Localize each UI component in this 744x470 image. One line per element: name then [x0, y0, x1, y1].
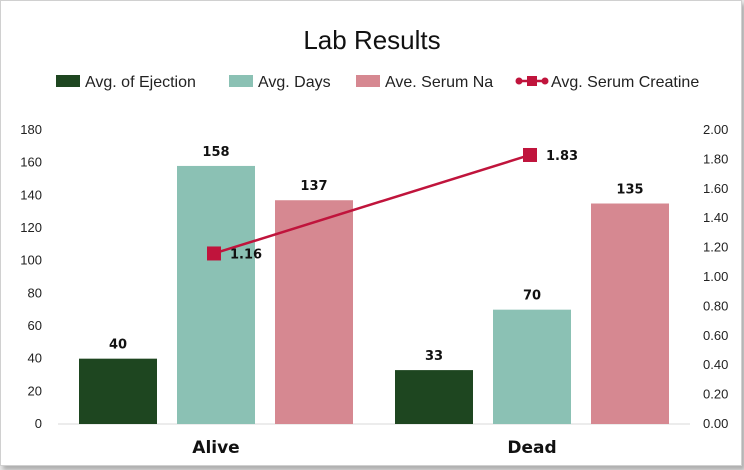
right-tick-label: 0.00	[703, 416, 728, 431]
legend-swatch-avg-of-ejection	[56, 75, 80, 87]
line-series-layer	[207, 147, 537, 261]
left-axis: 0 20 40 60 80 100 120 140 160 180	[20, 122, 42, 431]
legend-label-ave-serum-na: Ave. Serum Na	[385, 74, 493, 91]
data-label-ave-serum-na-dead: 135	[616, 183, 643, 198]
category-label-dead: Dead	[507, 438, 556, 458]
data-label-avg-serum-creatine-dead: 1.83	[546, 149, 578, 164]
bar-avg-days-alive	[177, 165, 255, 424]
right-axis: 0.00 0.20 0.40 0.60 0.80 1.00 1.20 1.40 1.60 1.80…	[703, 122, 728, 431]
bar-ave-serum-na-alive	[275, 200, 353, 424]
right-tick-label: 1.80	[703, 151, 728, 166]
data-label-avg-of-ejection-dead: 33	[425, 349, 443, 364]
left-tick-label: 140	[20, 187, 42, 202]
data-label-ave-serum-na-alive: 137	[300, 179, 327, 194]
left-tick-label: 160	[20, 155, 42, 170]
right-tick-label: 0.40	[703, 357, 728, 372]
data-label-avg-of-ejection-alive: 40	[109, 338, 127, 353]
category-labels: Alive Dead	[192, 438, 556, 458]
right-tick-label: 1.00	[703, 269, 728, 284]
marker-avg-serum-creatine-dead	[523, 147, 537, 162]
bars-layer	[79, 165, 669, 424]
data-labels-layer: 40 158 137 33 70 135 1.16 1.83	[109, 145, 644, 364]
data-label-avg-days-dead: 70	[523, 289, 541, 304]
line-avg-serum-creatine	[213, 153, 531, 255]
chart-title: Lab Results	[303, 25, 440, 55]
legend: Avg. of Ejection Avg. Days Ave. Serum Na Av…	[56, 74, 699, 91]
right-tick-label: 0.80	[703, 298, 728, 313]
legend-dot-right-avg-serum-creatine	[541, 77, 549, 85]
left-tick-label: 100	[20, 253, 42, 268]
data-label-avg-days-alive: 158	[202, 145, 229, 160]
left-tick-label: 40	[28, 351, 42, 366]
data-label-avg-serum-creatine-alive: 1.16	[230, 247, 262, 262]
bar-ave-serum-na-dead	[591, 203, 669, 424]
bar-avg-days-dead	[493, 309, 571, 424]
legend-label-avg-of-ejection: Avg. of Ejection	[85, 74, 196, 91]
legend-swatch-avg-days	[229, 75, 253, 87]
right-tick-label: 0.60	[703, 328, 728, 343]
bar-avg-of-ejection-alive	[79, 358, 157, 424]
legend-label-avg-days: Avg. Days	[258, 74, 331, 91]
right-tick-label: 1.60	[703, 181, 728, 196]
legend-swatch-ave-serum-na	[356, 75, 380, 87]
legend-marker-avg-serum-creatine	[527, 76, 537, 86]
right-tick-label: 2.00	[703, 122, 728, 137]
left-tick-label: 80	[28, 285, 42, 300]
right-tick-label: 1.40	[703, 210, 728, 225]
category-label-alive: Alive	[192, 438, 239, 458]
right-tick-label: 1.20	[703, 240, 728, 255]
marker-avg-serum-creatine-alive	[207, 246, 221, 261]
legend-label-avg-serum-creatine: Avg. Serum Creatine	[551, 74, 699, 91]
left-tick-label: 20	[28, 383, 42, 398]
right-tick-label: 0.20	[703, 387, 728, 402]
left-tick-label: 0	[35, 416, 42, 431]
left-tick-label: 180	[20, 122, 42, 137]
left-tick-label: 120	[20, 220, 42, 235]
bar-avg-of-ejection-dead	[395, 370, 473, 424]
legend-dot-left-avg-serum-creatine	[515, 77, 523, 85]
left-tick-label: 60	[28, 318, 42, 333]
